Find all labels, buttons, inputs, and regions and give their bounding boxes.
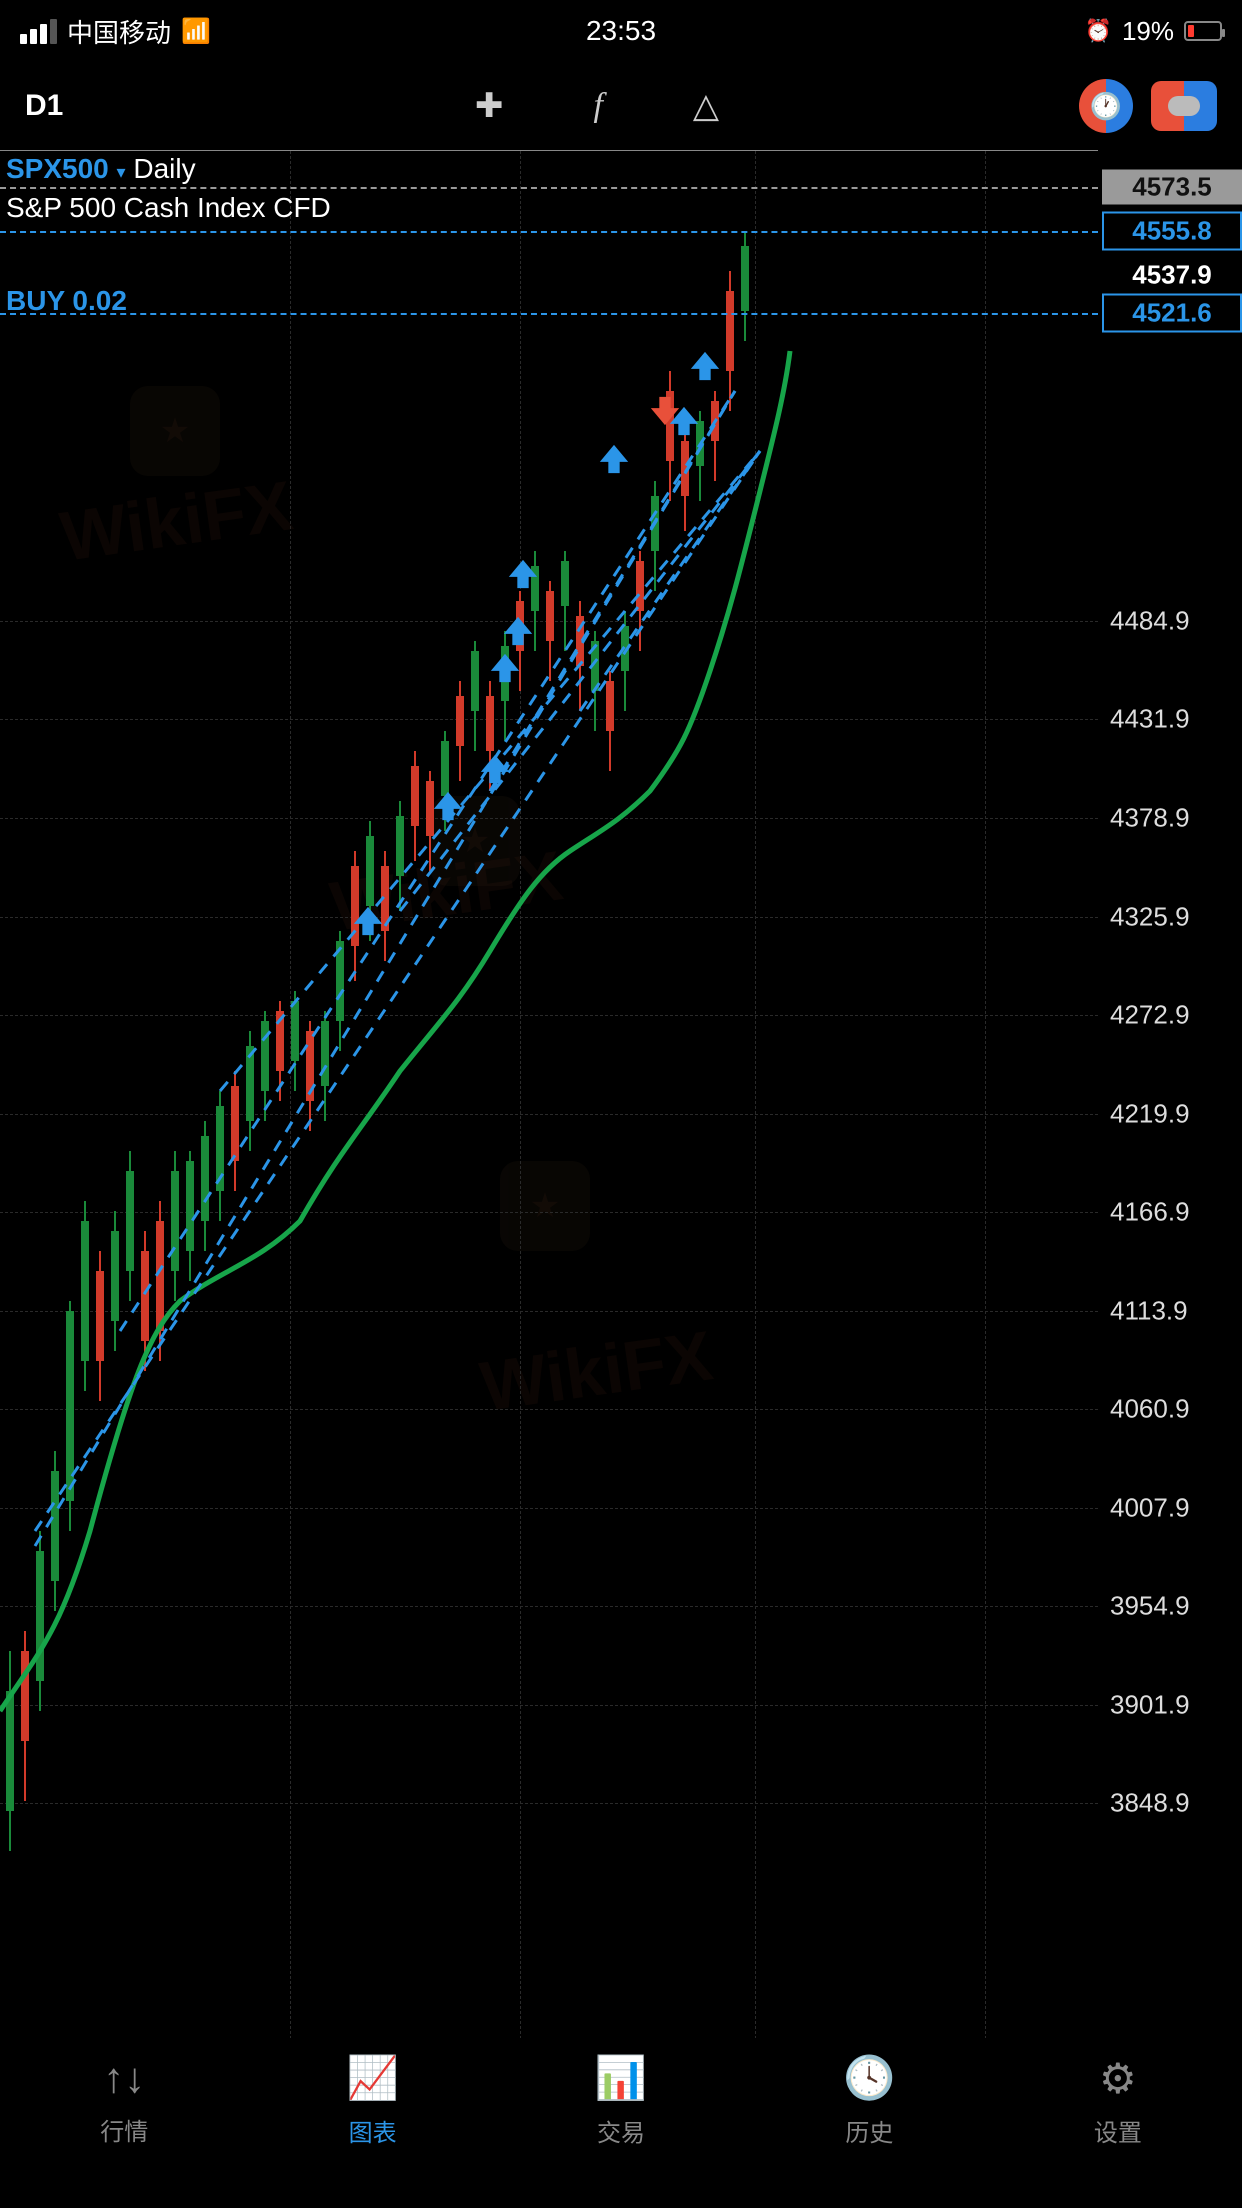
- axis-label-12: 3901.9: [1102, 1690, 1242, 1721]
- trend-dashed-lines: [35, 391, 760, 1546]
- time-history-toggle-icon[interactable]: 🕐: [1079, 79, 1133, 133]
- status-bar: 中国移动 📶 23:53 ⏰ 19%: [0, 0, 1242, 62]
- trend-arrows-icon: ↑↓: [103, 2054, 145, 2102]
- buy-signal-arrow-5[interactable]: [501, 614, 535, 648]
- nav-label-trade: 交易: [597, 2113, 645, 2148]
- symbol-info-block: SPX500 ▾ Daily S&P 500 Cash Index CFD BU…: [6, 151, 331, 318]
- buy-signal-arrow-2[interactable]: [431, 789, 465, 823]
- axis-label-13: 3848.9: [1102, 1788, 1242, 1819]
- buy-signal-arrow-6[interactable]: [506, 557, 540, 591]
- nav-label-quotes: 行情: [100, 2112, 148, 2147]
- axis-label-7: 4166.9: [1102, 1197, 1242, 1228]
- price-tag-order2: 4521.6: [1102, 294, 1242, 333]
- nav-item-chart[interactable]: 📈 图表: [248, 2054, 496, 2148]
- order-label: BUY 0.02: [6, 283, 331, 318]
- battery-icon: [1184, 21, 1222, 41]
- nav-label-history: 历史: [845, 2113, 893, 2148]
- signal-strength-icon: [20, 19, 57, 44]
- axis-label-5: 4272.9: [1102, 1000, 1242, 1031]
- candlestick-plot[interactable]: WikiFX WikiFX WikiFX ★ ★ ★ SPX500 ▾ Dail…: [0, 150, 1098, 2038]
- axis-label-6: 4219.9: [1102, 1099, 1242, 1130]
- price-tag-current: 4573.5: [1102, 170, 1242, 205]
- symbol-period-label: SPX500 ▾ Daily: [6, 151, 331, 186]
- sell-signal-arrow[interactable]: [648, 394, 682, 428]
- bottom-navigation-bar: ↑↓ 行情 📈 图表 📊 交易 🕓 历史 ⚙ 设置: [0, 2038, 1242, 2208]
- axis-label-11: 3954.9: [1102, 1591, 1242, 1622]
- clock-label: 23:53: [586, 15, 656, 47]
- chart-toolbar: D1 ✚ f △ 🕐: [0, 62, 1242, 150]
- history-icon: 🕓: [843, 2054, 895, 2103]
- candlestick-icon: 📈: [346, 2054, 398, 2103]
- crosshair-icon[interactable]: ✚: [475, 86, 504, 126]
- candlestick-series[interactable]: [6, 231, 749, 1851]
- buy-signal-arrow-7[interactable]: [597, 442, 631, 476]
- nav-label-chart: 图表: [349, 2113, 397, 2148]
- axis-label-9: 4060.9: [1102, 1394, 1242, 1425]
- price-tag-mid: 4537.9: [1102, 258, 1242, 293]
- toolbar-right-group: 🕐: [1079, 79, 1217, 133]
- moving-average-line: [0, 351, 790, 1711]
- buy-signal-arrow-9[interactable]: [688, 349, 722, 383]
- axis-label-2: 4431.9: [1102, 704, 1242, 735]
- sync-toggle-icon[interactable]: [1151, 81, 1217, 131]
- symbol-description-label: S&P 500 Cash Index CFD: [6, 190, 331, 225]
- buy-signal-arrow-4[interactable]: [488, 651, 522, 685]
- symbol-dropdown-chevron-icon[interactable]: ▾: [117, 162, 126, 182]
- wifi-icon: 📶: [181, 17, 211, 46]
- price-chart-svg[interactable]: [0, 151, 1098, 2039]
- axis-label-4: 4325.9: [1102, 902, 1242, 933]
- carrier-label: 中国移动: [67, 13, 171, 50]
- axis-label-8: 4113.9: [1102, 1296, 1242, 1327]
- nav-label-settings: 设置: [1094, 2113, 1142, 2148]
- timeframe-label[interactable]: D1: [25, 89, 115, 123]
- nav-item-trade[interactable]: 📊 交易: [497, 2054, 745, 2148]
- toolbar-icon-group: ✚ f △: [115, 86, 1079, 126]
- battery-percent-label: 19%: [1122, 16, 1174, 47]
- chart-area[interactable]: WikiFX WikiFX WikiFX ★ ★ ★ SPX500 ▾ Dail…: [0, 150, 1242, 2038]
- drawing-tools-icon[interactable]: △: [693, 86, 719, 126]
- settings-gear-icon: ⚙: [1099, 2054, 1137, 2103]
- alarm-clock-icon: ⏰: [1085, 18, 1112, 44]
- axis-label-3: 4378.9: [1102, 803, 1242, 834]
- nav-item-settings[interactable]: ⚙ 设置: [994, 2054, 1242, 2148]
- buy-signal-arrow[interactable]: [351, 904, 385, 938]
- status-right-group: ⏰ 19%: [1085, 16, 1222, 47]
- price-tag-order: 4555.8: [1102, 212, 1242, 251]
- trade-chart-icon: 📊: [595, 2054, 647, 2103]
- nav-item-history[interactable]: 🕓 历史: [745, 2054, 993, 2148]
- nav-item-quotes[interactable]: ↑↓ 行情: [0, 2054, 248, 2147]
- function-icon[interactable]: f: [593, 87, 602, 125]
- buy-signal-arrow-3[interactable]: [478, 752, 512, 786]
- status-left-group: 中国移动 📶: [20, 13, 211, 50]
- axis-label-10: 4007.9: [1102, 1493, 1242, 1524]
- axis-label-1: 4484.9: [1102, 606, 1242, 637]
